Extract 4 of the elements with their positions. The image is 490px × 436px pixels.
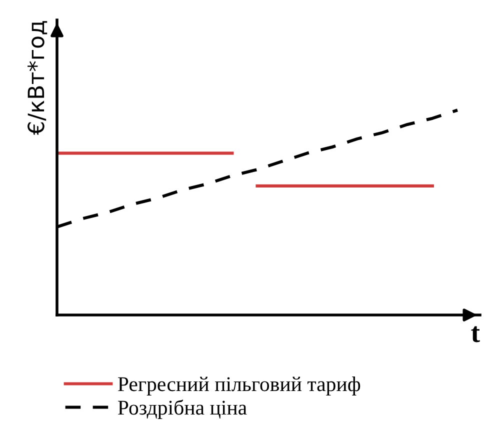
legend-label: Регресний пільговий тариф <box>118 376 360 396</box>
y-axis-title: €/кВт*год <box>28 21 48 135</box>
legend-label: Роздрібна ціна <box>118 400 247 419</box>
x-axis-title: t <box>471 326 480 342</box>
